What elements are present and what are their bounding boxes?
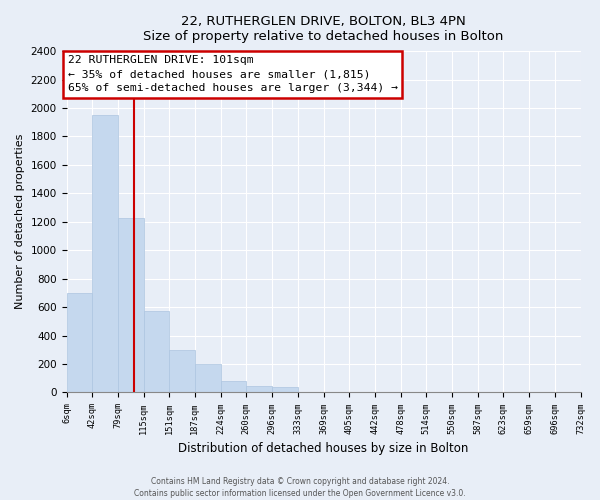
Text: Contains HM Land Registry data © Crown copyright and database right 2024.
Contai: Contains HM Land Registry data © Crown c…: [134, 476, 466, 498]
Bar: [221, 381, 247, 392]
Bar: [67, 293, 92, 392]
X-axis label: Distribution of detached houses by size in Bolton: Distribution of detached houses by size …: [178, 442, 469, 455]
Bar: [118, 218, 143, 392]
Bar: [143, 310, 169, 392]
Bar: [194, 364, 221, 392]
Bar: [92, 115, 118, 392]
Title: 22, RUTHERGLEN DRIVE, BOLTON, BL3 4PN
Size of property relative to detached hous: 22, RUTHERGLEN DRIVE, BOLTON, BL3 4PN Si…: [143, 15, 504, 43]
Text: 22 RUTHERGLEN DRIVE: 101sqm
← 35% of detached houses are smaller (1,815)
65% of : 22 RUTHERGLEN DRIVE: 101sqm ← 35% of det…: [68, 56, 398, 94]
Y-axis label: Number of detached properties: Number of detached properties: [15, 134, 25, 310]
Bar: [247, 386, 272, 392]
Bar: [272, 388, 298, 392]
Bar: [169, 350, 194, 393]
